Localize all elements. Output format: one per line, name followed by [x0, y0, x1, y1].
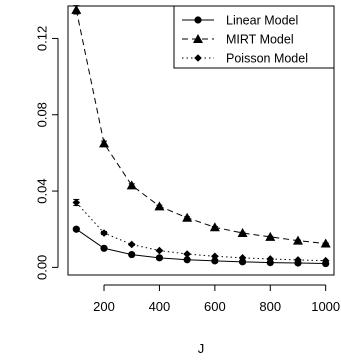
data-point	[211, 257, 219, 265]
y-tick-label: 0.04	[35, 178, 50, 203]
data-point	[72, 198, 81, 207]
legend: Linear Model MIRT Model Poisson Model	[173, 5, 335, 69]
legend-label-diamond: Poisson Model	[226, 51, 308, 65]
data-point	[321, 256, 330, 265]
legend-marker-triangle	[193, 34, 203, 43]
series-line	[75, 9, 326, 245]
data-point	[266, 255, 275, 263]
y-tick-label: 0.00	[35, 255, 50, 280]
series-layer	[71, 4, 331, 268]
data-point	[182, 212, 193, 222]
data-point	[100, 244, 108, 252]
series-line	[75, 202, 326, 262]
data-point	[265, 231, 276, 241]
series-circle	[72, 225, 330, 268]
y-tick-label: 0.08	[35, 102, 50, 127]
y-tick-label: 0.12	[35, 26, 50, 51]
data-point	[100, 229, 108, 237]
legend-items: Linear Model MIRT Model Poisson Model	[182, 13, 308, 65]
data-point	[71, 4, 82, 14]
data-point	[238, 258, 247, 266]
legend-marker-diamond	[194, 54, 202, 62]
x-axis-title: J	[198, 341, 205, 356]
series-triangle	[71, 4, 331, 248]
data-point	[211, 252, 219, 261]
series-diamond	[72, 198, 330, 265]
data-point	[126, 180, 137, 190]
data-point	[128, 250, 136, 259]
x-tick-label: 600	[204, 299, 226, 314]
data-point	[292, 235, 303, 245]
data-point	[183, 250, 191, 258]
series-line	[76, 228, 326, 265]
x-tick-label: 1000	[311, 299, 340, 314]
data-point	[99, 138, 110, 148]
data-point	[238, 254, 247, 262]
data-point	[155, 246, 164, 255]
x-tick-label: 400	[149, 299, 171, 314]
x-tick-label: 200	[93, 299, 115, 314]
legend-label-triangle: MIRT Model	[226, 32, 294, 46]
legend-label-circle: Linear Model	[226, 13, 298, 27]
data-point	[72, 225, 80, 233]
data-point	[183, 256, 191, 264]
data-point	[209, 222, 220, 232]
data-point	[294, 256, 302, 264]
data-point	[320, 238, 331, 248]
legend-marker-circle	[194, 16, 202, 24]
x-tick-label: 800	[259, 299, 281, 314]
data-point	[155, 254, 164, 262]
data-point	[154, 201, 165, 211]
data-point	[127, 240, 136, 249]
axis-layer: 200 400 600 800 1000 0.00 0.04 0.08 0.12	[35, 26, 341, 314]
data-point	[237, 228, 248, 238]
